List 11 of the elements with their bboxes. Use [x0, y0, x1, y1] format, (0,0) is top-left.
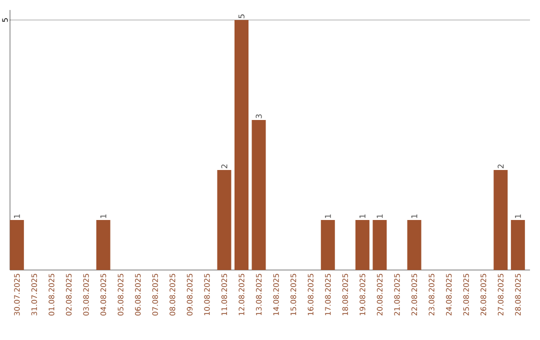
bar	[407, 220, 422, 270]
bar	[372, 220, 387, 270]
bar	[234, 20, 249, 270]
bar	[10, 220, 24, 270]
bar	[252, 120, 266, 270]
bar	[320, 220, 335, 270]
bar	[355, 220, 370, 270]
bar	[96, 220, 110, 270]
bar	[494, 170, 508, 270]
bar	[217, 170, 232, 270]
bar	[510, 220, 525, 270]
